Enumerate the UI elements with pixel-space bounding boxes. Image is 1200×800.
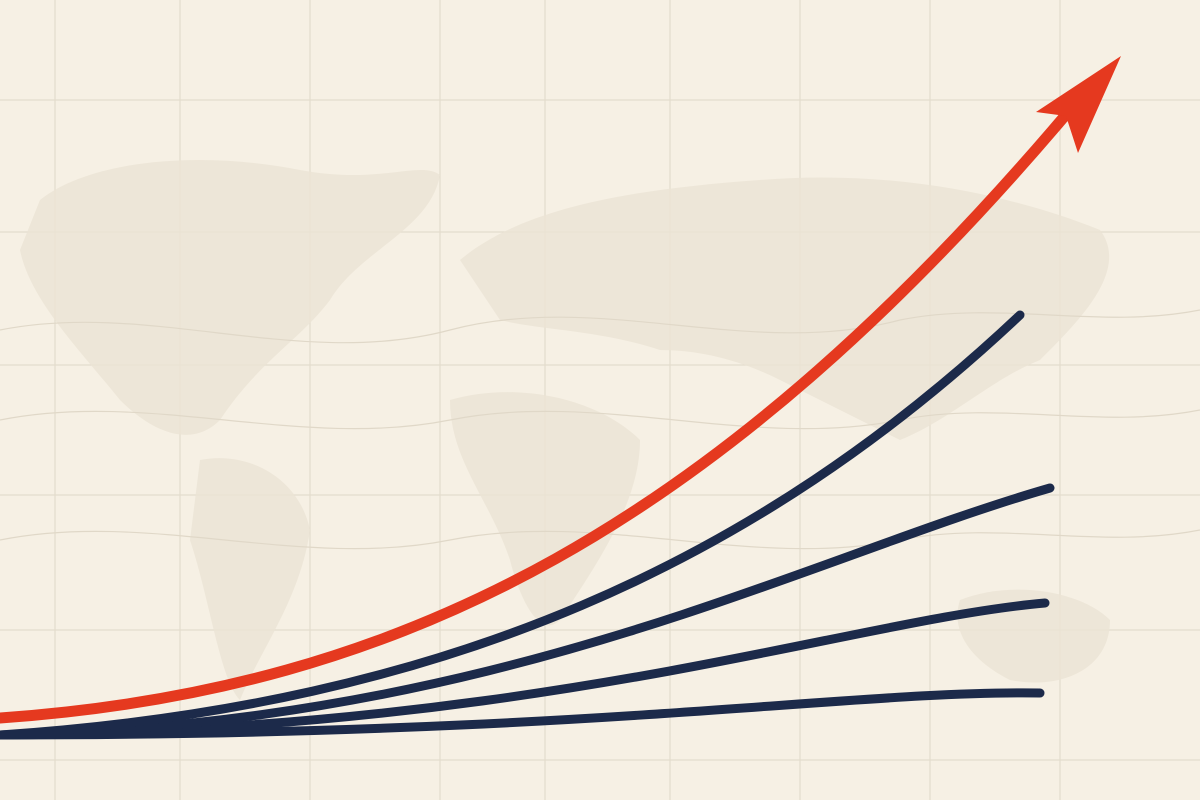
curve	[0, 598, 1050, 740]
curve	[0, 688, 1045, 740]
growth-curves	[0, 56, 1121, 740]
curve	[0, 310, 1025, 740]
contour-line	[0, 409, 1200, 430]
continent	[20, 160, 440, 435]
contour-line	[0, 529, 1200, 550]
lead-curve	[0, 86, 1091, 724]
arrow-head	[1036, 56, 1121, 153]
continent	[450, 392, 640, 626]
curve	[0, 483, 1055, 740]
continent	[190, 458, 310, 700]
contour-line	[0, 309, 1200, 344]
